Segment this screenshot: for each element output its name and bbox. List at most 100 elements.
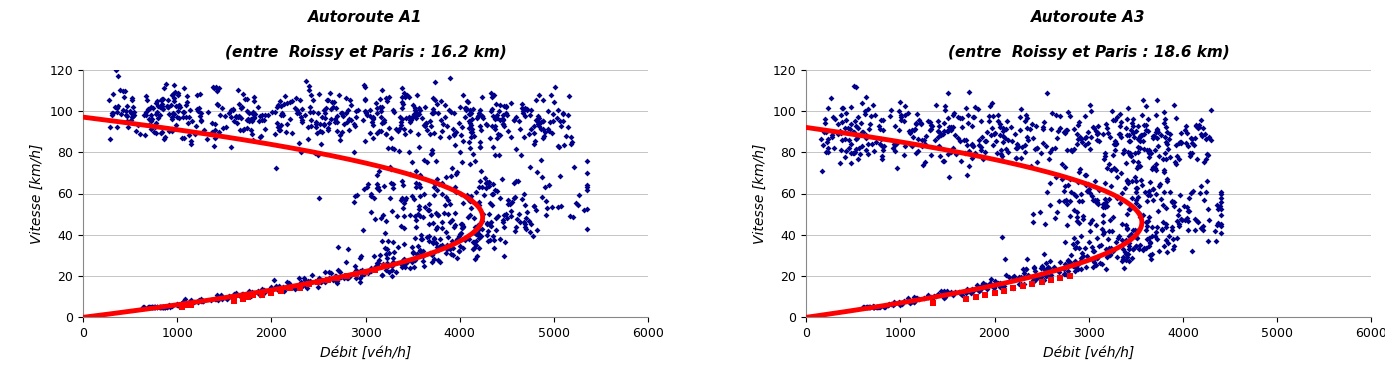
Point bbox=[403, 235, 425, 241]
Point bbox=[1032, 140, 1054, 146]
Point bbox=[464, 255, 486, 262]
Point bbox=[355, 138, 377, 144]
Point bbox=[969, 287, 992, 293]
Point bbox=[1030, 265, 1053, 271]
Point bbox=[406, 113, 428, 119]
Point bbox=[104, 104, 126, 110]
Point bbox=[1143, 133, 1165, 139]
Point bbox=[427, 211, 449, 217]
Point bbox=[440, 251, 463, 257]
Point bbox=[436, 242, 458, 248]
Point bbox=[1148, 153, 1170, 159]
Point bbox=[1137, 116, 1159, 123]
Point bbox=[457, 194, 479, 200]
Point bbox=[331, 110, 353, 116]
Point bbox=[902, 142, 924, 149]
Point bbox=[899, 141, 921, 147]
Point bbox=[220, 144, 242, 150]
Point bbox=[417, 221, 439, 228]
Point bbox=[314, 115, 337, 121]
Point bbox=[1094, 180, 1116, 187]
Point bbox=[391, 197, 413, 203]
Point bbox=[382, 259, 404, 265]
Point bbox=[418, 201, 440, 207]
Point bbox=[407, 105, 429, 111]
Point bbox=[512, 110, 535, 116]
Point bbox=[222, 106, 244, 113]
Point bbox=[961, 141, 983, 147]
Point bbox=[1138, 235, 1161, 241]
Point bbox=[445, 189, 467, 195]
Point bbox=[1033, 251, 1055, 257]
Point bbox=[1115, 251, 1137, 257]
Point bbox=[1004, 131, 1026, 137]
Point bbox=[305, 120, 327, 127]
Point bbox=[486, 131, 508, 137]
Point bbox=[992, 234, 1014, 240]
Point bbox=[1143, 135, 1165, 141]
Point bbox=[831, 105, 853, 111]
Point bbox=[956, 105, 978, 111]
Point bbox=[920, 126, 942, 132]
Point bbox=[357, 270, 379, 276]
Point bbox=[341, 117, 363, 123]
Point bbox=[1116, 177, 1138, 183]
Point bbox=[489, 236, 511, 242]
Point bbox=[260, 108, 283, 115]
Point bbox=[514, 221, 536, 227]
Point bbox=[209, 292, 231, 298]
Point bbox=[463, 246, 485, 252]
Point bbox=[392, 260, 414, 266]
Point bbox=[429, 243, 452, 249]
Point bbox=[1065, 244, 1087, 250]
Point bbox=[154, 304, 176, 310]
Point bbox=[289, 149, 312, 155]
Point bbox=[985, 277, 1007, 284]
Point bbox=[576, 170, 598, 176]
Point bbox=[1116, 115, 1138, 122]
Point bbox=[1116, 178, 1138, 184]
Point bbox=[291, 284, 313, 290]
Point bbox=[1152, 109, 1174, 115]
Point bbox=[871, 127, 893, 133]
Point bbox=[1109, 123, 1132, 129]
Point bbox=[1118, 132, 1140, 138]
Point bbox=[524, 203, 546, 209]
Point bbox=[947, 134, 969, 140]
Point bbox=[838, 145, 860, 151]
Point bbox=[1057, 201, 1079, 207]
Point bbox=[496, 211, 518, 217]
Point bbox=[291, 106, 313, 112]
Point bbox=[1079, 228, 1101, 235]
Point bbox=[205, 296, 227, 302]
Point bbox=[1129, 133, 1151, 139]
Point bbox=[465, 238, 488, 244]
Point bbox=[122, 104, 144, 110]
Point bbox=[1150, 196, 1172, 202]
Point bbox=[507, 178, 529, 184]
Point bbox=[533, 133, 555, 139]
Point bbox=[873, 147, 895, 153]
Point bbox=[1054, 261, 1076, 267]
Point bbox=[989, 124, 1011, 130]
Point bbox=[494, 103, 517, 110]
Point bbox=[399, 119, 421, 125]
Point bbox=[404, 184, 427, 190]
Point bbox=[242, 137, 265, 143]
Point bbox=[956, 296, 978, 302]
Point bbox=[1197, 151, 1219, 158]
Point bbox=[367, 130, 389, 136]
Point bbox=[1116, 226, 1138, 232]
Point bbox=[1075, 171, 1097, 178]
Point bbox=[813, 116, 835, 122]
Point bbox=[285, 284, 307, 290]
Point bbox=[379, 166, 402, 172]
Point bbox=[861, 304, 884, 310]
Point bbox=[526, 168, 548, 175]
Point bbox=[1012, 270, 1035, 276]
Point bbox=[144, 304, 166, 310]
Point bbox=[389, 125, 411, 131]
Point bbox=[147, 109, 169, 115]
Point bbox=[134, 112, 157, 118]
Point bbox=[1152, 219, 1174, 226]
